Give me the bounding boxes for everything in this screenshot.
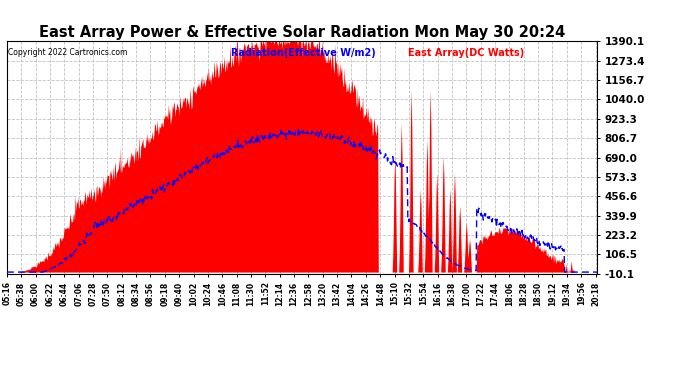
Text: Copyright 2022 Cartronics.com: Copyright 2022 Cartronics.com (8, 48, 128, 57)
Text: East Array(DC Watts): East Array(DC Watts) (408, 48, 524, 58)
Text: Radiation(Effective W/m2): Radiation(Effective W/m2) (231, 48, 376, 58)
Title: East Array Power & Effective Solar Radiation Mon May 30 20:24: East Array Power & Effective Solar Radia… (39, 25, 565, 40)
